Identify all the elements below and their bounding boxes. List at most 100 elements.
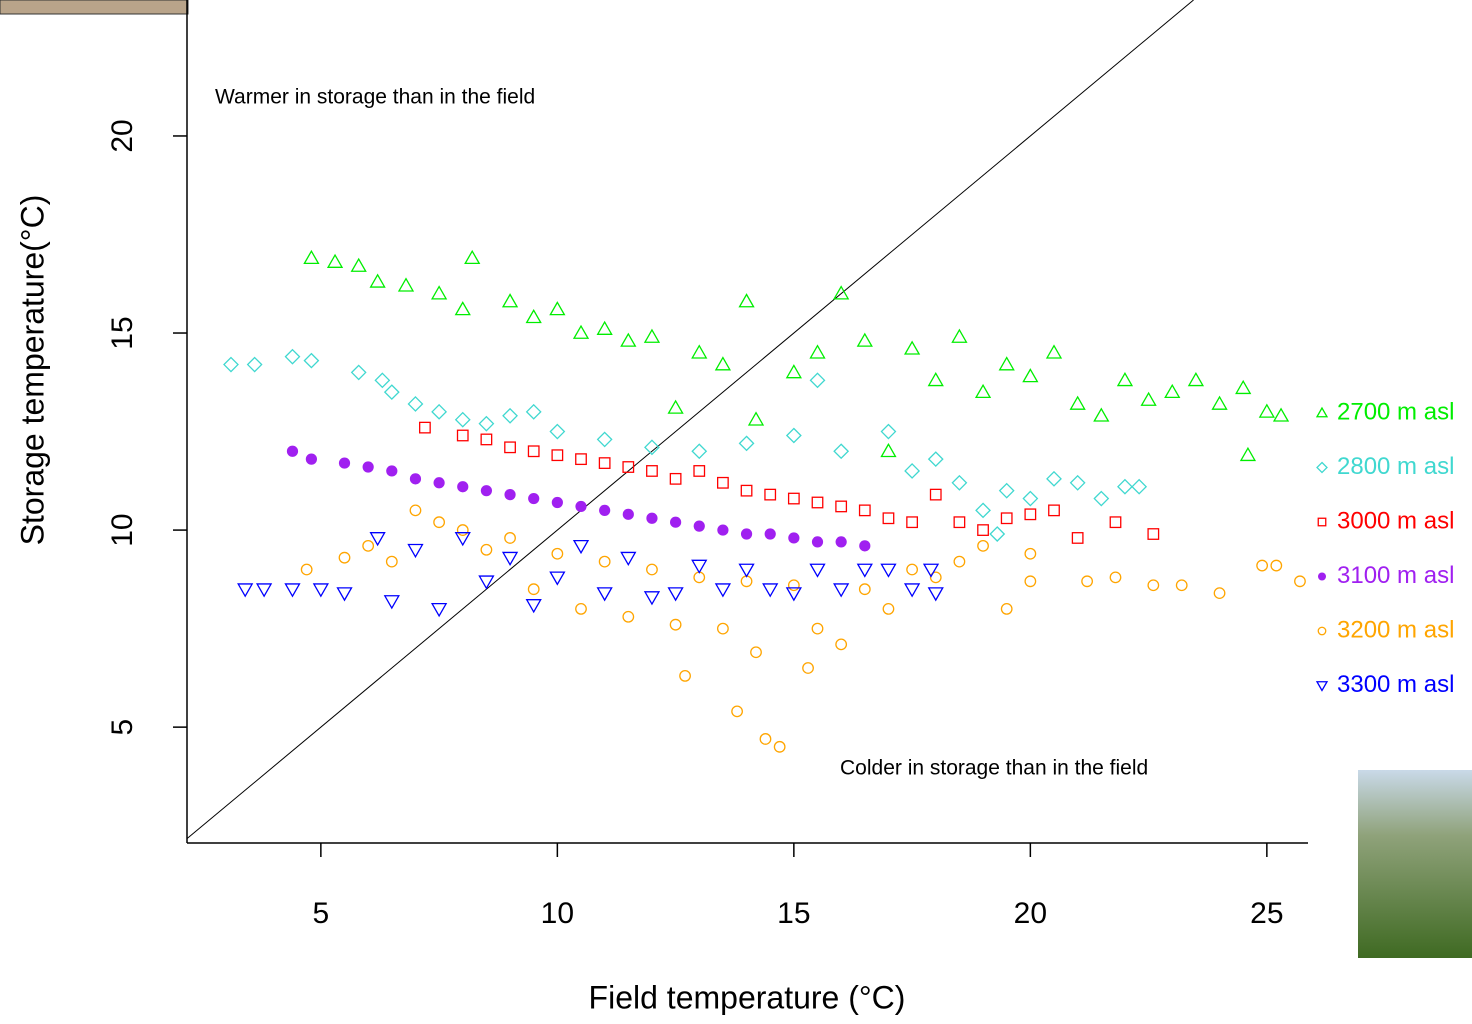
y-tick-label: 20 [106, 119, 139, 152]
point [646, 465, 658, 477]
point [667, 399, 684, 414]
point [525, 403, 542, 420]
legend-label: 3300 m asl [1337, 671, 1454, 698]
point [622, 610, 635, 623]
x-axis-title: Field temperature (°C) [589, 979, 906, 1015]
point [1093, 407, 1110, 422]
point [549, 571, 566, 586]
point [237, 583, 254, 598]
point [1022, 490, 1039, 507]
point [929, 571, 942, 584]
point [300, 563, 313, 576]
point [714, 356, 732, 371]
point [880, 563, 897, 578]
point [430, 285, 448, 300]
point [643, 328, 661, 343]
point [525, 308, 542, 324]
point [386, 465, 398, 477]
point [551, 449, 564, 462]
y-tick-label: 15 [106, 316, 139, 349]
point [527, 445, 540, 458]
point [407, 543, 424, 559]
point [880, 442, 897, 458]
point [989, 526, 1006, 542]
point [1024, 547, 1037, 560]
point [1131, 478, 1148, 495]
point [1109, 516, 1122, 529]
field-photo [1358, 770, 1472, 958]
point [419, 421, 431, 434]
point [385, 555, 398, 568]
point [504, 532, 516, 544]
point [433, 516, 446, 529]
point [903, 340, 921, 355]
point [501, 551, 519, 566]
point [478, 575, 495, 590]
point [787, 492, 800, 505]
point [1093, 490, 1110, 507]
point [246, 356, 263, 373]
point [764, 488, 777, 501]
point [1211, 395, 1228, 410]
point [764, 528, 776, 540]
x-tick-label: 15 [777, 897, 810, 930]
point [1000, 602, 1013, 615]
point [551, 547, 564, 560]
point [596, 587, 613, 602]
point [880, 423, 897, 440]
point [1024, 508, 1037, 521]
point [549, 301, 566, 316]
point [644, 439, 660, 456]
point [286, 445, 299, 457]
point [409, 473, 422, 485]
reference-line [186, 0, 1194, 840]
point [788, 532, 800, 544]
point [882, 512, 895, 525]
point [480, 543, 493, 556]
point [809, 372, 826, 389]
point [679, 669, 691, 682]
point [691, 344, 708, 359]
point [480, 485, 493, 497]
point [762, 583, 779, 598]
point [1109, 571, 1122, 584]
annotation: Colder in storage than in the field [840, 757, 1148, 780]
point [575, 602, 587, 615]
point [430, 602, 448, 618]
point [1258, 403, 1275, 418]
point [572, 539, 590, 555]
y-tick-label: 10 [106, 513, 139, 546]
point [1045, 344, 1063, 359]
point [1048, 504, 1060, 517]
point [802, 662, 814, 674]
point [750, 646, 762, 659]
point [906, 563, 919, 576]
point [433, 477, 445, 489]
point [284, 348, 301, 365]
legend-label: 3200 m asl [1337, 616, 1454, 643]
point [1213, 587, 1226, 600]
point [922, 563, 940, 578]
point [478, 415, 495, 432]
point [456, 524, 469, 536]
point [305, 453, 317, 465]
legend-marker [1317, 626, 1327, 636]
y-tick-label: 5 [106, 719, 139, 736]
point [223, 356, 239, 373]
point [953, 516, 966, 529]
point [599, 504, 611, 516]
point [953, 555, 966, 568]
photo-corner [0, 0, 189, 15]
point [669, 618, 682, 631]
legend-marker [1315, 406, 1329, 418]
point [882, 602, 895, 615]
point [809, 563, 826, 578]
point [833, 583, 850, 598]
point [456, 429, 469, 442]
point [693, 520, 705, 532]
point [738, 435, 755, 452]
point [255, 583, 273, 598]
point [811, 496, 824, 509]
legend-marker [1316, 461, 1328, 474]
